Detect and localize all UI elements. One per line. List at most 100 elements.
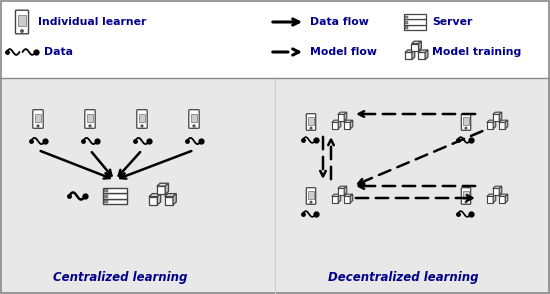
Bar — [139, 114, 145, 122]
Polygon shape — [418, 50, 428, 52]
Bar — [463, 191, 469, 199]
Text: Centralized learning: Centralized learning — [53, 271, 187, 285]
Polygon shape — [157, 183, 168, 186]
Circle shape — [141, 125, 143, 127]
Bar — [499, 122, 505, 129]
Bar — [18, 15, 26, 26]
Polygon shape — [493, 194, 496, 203]
Polygon shape — [425, 50, 428, 59]
Polygon shape — [411, 41, 421, 44]
Bar — [149, 196, 157, 205]
Polygon shape — [487, 120, 496, 122]
Bar — [405, 26, 408, 29]
Bar — [405, 21, 408, 24]
Text: Data: Data — [44, 47, 73, 57]
Polygon shape — [338, 120, 341, 129]
Bar — [404, 14, 426, 19]
Polygon shape — [405, 50, 415, 52]
FancyBboxPatch shape — [85, 110, 95, 128]
Polygon shape — [499, 194, 508, 196]
Circle shape — [465, 201, 467, 203]
Text: Individual learner: Individual learner — [38, 17, 146, 27]
Polygon shape — [332, 194, 341, 196]
Polygon shape — [344, 120, 353, 122]
Bar — [463, 117, 469, 125]
Bar — [164, 196, 173, 205]
Polygon shape — [157, 194, 161, 205]
Polygon shape — [419, 41, 421, 51]
FancyBboxPatch shape — [189, 110, 199, 128]
Bar — [103, 188, 127, 193]
Circle shape — [21, 30, 23, 32]
Polygon shape — [493, 112, 502, 114]
Polygon shape — [164, 194, 177, 196]
Text: Model training: Model training — [432, 47, 521, 57]
Polygon shape — [173, 194, 177, 205]
Polygon shape — [338, 186, 346, 188]
Bar — [344, 196, 350, 203]
Polygon shape — [149, 194, 161, 196]
Circle shape — [37, 125, 39, 127]
Polygon shape — [505, 194, 508, 203]
Bar — [493, 114, 499, 121]
Bar — [404, 25, 426, 30]
Bar — [103, 199, 127, 204]
FancyBboxPatch shape — [137, 110, 147, 128]
Bar — [104, 189, 108, 192]
Bar — [411, 44, 419, 51]
Polygon shape — [338, 194, 341, 203]
Circle shape — [465, 127, 467, 129]
Bar — [493, 188, 499, 195]
Text: Server: Server — [432, 17, 472, 27]
FancyBboxPatch shape — [306, 188, 316, 204]
Bar — [103, 193, 127, 199]
Polygon shape — [350, 194, 353, 203]
Polygon shape — [350, 120, 353, 129]
Bar — [338, 188, 344, 195]
Polygon shape — [412, 50, 415, 59]
Text: Decentralized learning: Decentralized learning — [328, 271, 478, 285]
Bar — [487, 122, 493, 129]
Polygon shape — [493, 186, 502, 188]
Circle shape — [89, 125, 91, 127]
Bar — [418, 52, 425, 59]
Polygon shape — [165, 183, 168, 194]
Text: Model flow: Model flow — [310, 47, 377, 57]
Polygon shape — [499, 120, 508, 122]
Bar — [308, 191, 314, 199]
Polygon shape — [493, 120, 496, 129]
FancyBboxPatch shape — [15, 10, 29, 34]
Bar — [35, 114, 41, 122]
FancyBboxPatch shape — [33, 110, 43, 128]
Bar — [499, 196, 505, 203]
FancyBboxPatch shape — [461, 188, 471, 204]
Bar — [332, 122, 338, 129]
Bar — [87, 114, 93, 122]
Polygon shape — [344, 112, 346, 121]
Bar — [191, 114, 197, 122]
Circle shape — [193, 125, 195, 127]
Polygon shape — [338, 112, 346, 114]
Bar — [157, 186, 165, 194]
Bar — [338, 114, 344, 121]
Bar — [487, 196, 493, 203]
Bar — [405, 52, 412, 59]
Polygon shape — [499, 186, 502, 195]
Polygon shape — [332, 120, 341, 122]
Circle shape — [310, 127, 312, 129]
Text: Data flow: Data flow — [310, 17, 369, 27]
Bar — [405, 16, 408, 19]
Circle shape — [310, 201, 312, 203]
Bar — [104, 195, 108, 198]
Polygon shape — [344, 194, 353, 196]
Polygon shape — [505, 120, 508, 129]
Polygon shape — [487, 194, 496, 196]
FancyBboxPatch shape — [461, 114, 471, 130]
Bar — [344, 122, 350, 129]
Bar — [308, 117, 314, 125]
Bar — [404, 19, 426, 25]
Bar — [332, 196, 338, 203]
Bar — [0, 0, 550, 78]
FancyBboxPatch shape — [306, 114, 316, 130]
Polygon shape — [344, 186, 346, 195]
